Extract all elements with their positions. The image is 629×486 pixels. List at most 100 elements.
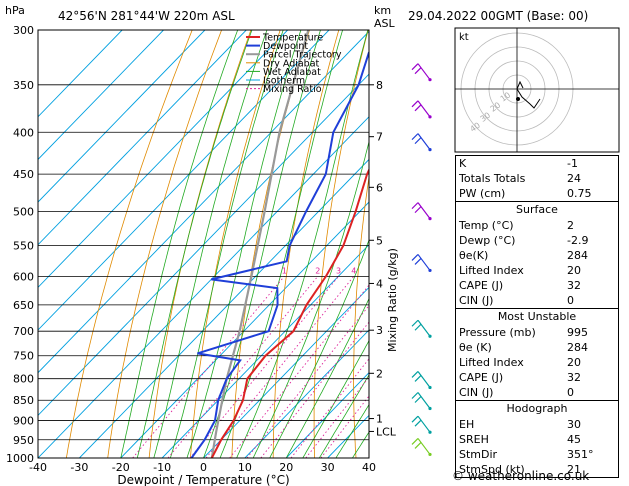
legend-label: Wet Adiabat [263,67,321,78]
pressure-tick-label: 400 [13,126,34,139]
wind-barb-flag [414,258,422,265]
totals-label: Totals Totals [459,172,526,185]
isotherm-line [79,158,369,458]
hodograph-row: SREH 45 [456,432,618,447]
k-index-row: K -1 [456,156,618,171]
pressure-tick-label: 650 [13,299,34,312]
hodograph-box: Hodograph EH 30 SREH 45 StmDir 351° StmSpd (kt… [455,401,619,478]
surface-value: -2.9 [567,234,589,247]
surface-label: CIN (J) [459,294,494,307]
temperature-tick-label: -40 [29,461,47,474]
dry-adiabat-line [65,30,193,458]
surface-box: Surface Temp (°C) 2 Dewp (°C) -2.9 θe(K) 284 L… [455,202,619,309]
hodograph-trace [516,80,541,109]
temperature-tick-label: 20 [279,461,293,474]
hodograph-title: Hodograph [506,402,568,415]
wind-barb-flag [414,104,422,112]
wind-barb-dot [428,430,432,434]
wind-barb-flag [414,67,422,75]
plot-area: 1 2 3 4 6 8 10 1 6 20 2 5 [38,30,456,458]
legend-label: Dewpoint [263,41,308,52]
unstable-label: Pressure (mb) [459,326,536,339]
mixing-ratio-label: 20 [443,266,453,275]
wind-barb-flag [414,396,422,403]
mixing-ratio-label: 6 [373,266,378,275]
isotherm-line [38,30,288,289]
isotherm-line [161,244,369,458]
hodograph-rows: EH 30 SREH 45 StmDir 351° StmSpd (kt) 21 [456,417,618,477]
unstable-row: CAPE (J) 32 [456,370,618,385]
wind-barb-flag [414,137,422,145]
pressure-tick-label: 500 [13,206,34,219]
surface-rows: Temp (°C) 2 Dewp (°C) -2.9 θe(K) 284 Lifted In… [456,218,618,308]
surface-label: Dewp (°C) [459,234,516,247]
wind-barb [417,415,431,433]
dry-adiabat-line [429,30,456,458]
wet-adiabat-line [136,30,253,458]
wind-barb-dot [428,217,432,221]
pressure-tick-label: 300 [13,24,34,37]
temperature-tick-label: 10 [238,461,252,474]
unstable-label: CAPE (J) [459,371,504,384]
wind-barb [417,371,431,388]
unstable-title: Most Unstable [497,310,577,323]
hodograph-value: 30 [567,418,581,431]
totals-value: 24 [567,172,581,185]
pressure-tick-label: 550 [13,239,34,252]
wind-barb-flag [411,254,419,261]
surface-row: Temp (°C) 2 [456,218,618,233]
wind-barb [417,133,431,150]
isotherm-line [38,30,206,203]
wind-barb-flag [411,392,419,399]
temperature-tick-label: -20 [112,461,130,474]
wet-adiabat-line [335,403,369,458]
mixing-ratio-line [205,276,355,458]
indices-panel: K -1 Totals Totals 24 PW (cm) 0.75 Surface … [455,155,619,478]
mixing-ratio-line [132,276,285,458]
legend-label: Mixing Ratio [263,84,322,95]
surface-value: 2 [567,219,574,232]
surface-value: 20 [567,264,581,277]
hodograph-value: 351° [567,448,594,461]
unstable-row: Pressure (mb) 995 [456,325,618,340]
plot-frame [37,29,370,459]
basic-indices-box: K -1 Totals Totals 24 PW (cm) 0.75 [455,155,619,202]
unstable-label: θe (K) [459,341,492,354]
wind-barb-dot [428,148,432,152]
wind-barb-flag [414,375,422,382]
hodograph-value: 21 [567,463,581,476]
wind-barb-flag [414,442,422,449]
wind-barb-flag [411,415,419,423]
wind-barb-flag [411,63,419,71]
hodograph-kt-label: kt [459,32,469,43]
surface-row: CAPE (J) 32 [456,278,618,293]
unstable-box: Most Unstable Pressure (mb) 995 θe (K) 284 L… [455,309,619,401]
km-tick-label: 7 [376,131,383,144]
km-tick-label: 1 [376,413,383,426]
parcel-trajectory-line [210,30,310,458]
temperature-tick-label: 0 [200,461,207,474]
wind-barb [417,63,431,81]
surface-label: Temp (°C) [459,219,514,232]
km-unit-label: km [374,4,391,17]
mixing-ratio-label: 10 [400,266,410,275]
location-title: 42°56'N 281°44'W 220m ASL [58,9,235,23]
hodograph-value: 45 [567,433,581,446]
surface-row: Lifted Index 20 [456,263,618,278]
hodograph-frame [454,27,620,153]
surface-value: 0 [567,294,574,307]
copyright-text: © weatheronline.co.uk [452,469,590,483]
wind-barb [417,438,431,455]
unstable-row: Lifted Index 20 [456,355,618,370]
pressure-tick-label: 750 [13,350,34,363]
dewpoint-line [190,51,369,458]
isotherm-line [38,30,164,161]
mixing-ratio-label: 3 [336,266,341,275]
surface-row: Dewp (°C) -2.9 [456,233,618,248]
temperature-tick-label: 40 [362,461,376,474]
wind-barb-dot [428,268,432,273]
isotherm-line [38,73,369,416]
mixing-ratio-axis-title: Mixing Ratio (g/kg) [386,248,399,352]
wind-barb [417,254,431,271]
surface-value: 32 [567,279,581,292]
